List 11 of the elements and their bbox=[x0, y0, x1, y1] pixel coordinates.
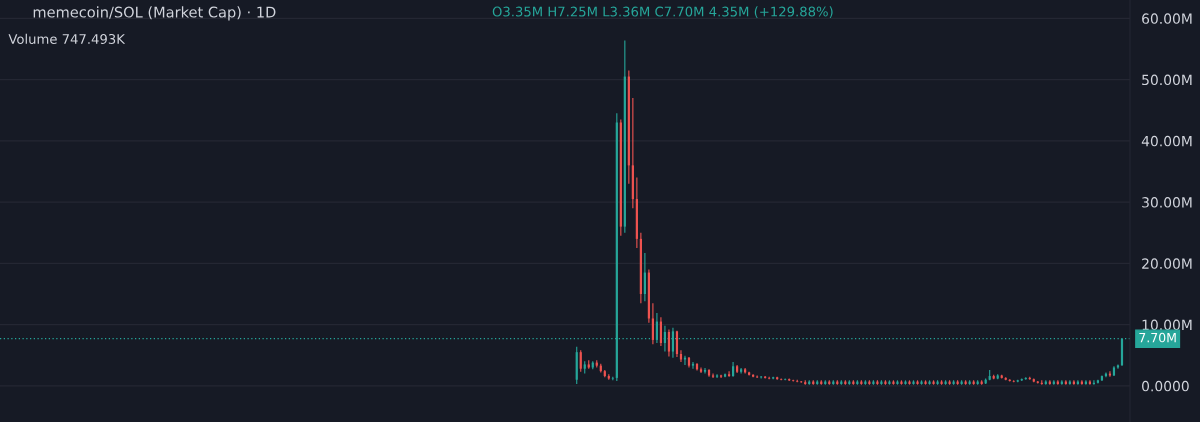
y-tick-label: 50.00M bbox=[1142, 74, 1192, 86]
y-tick-label: 30.00M bbox=[1142, 197, 1192, 208]
y-tick-label: 20.00M bbox=[1142, 258, 1192, 269]
y-tick-label: 40.00M bbox=[1141, 135, 1192, 147]
y-tick-label: 10.00M bbox=[1142, 319, 1192, 331]
text: Volume 747.493K bbox=[8, 33, 126, 44]
ref-line-label: 7.70M bbox=[1139, 332, 1176, 343]
y-tick-label: 60.00M bbox=[1142, 13, 1192, 24]
text: memecoin/SOL (Market Cap) · 1D bbox=[33, 6, 276, 21]
y-tick-label: 0.0000 bbox=[1142, 380, 1189, 392]
annotation: O3.35M H7.25M L3.36M C7.70M 4.35M (+129.88%) bbox=[492, 6, 833, 19]
